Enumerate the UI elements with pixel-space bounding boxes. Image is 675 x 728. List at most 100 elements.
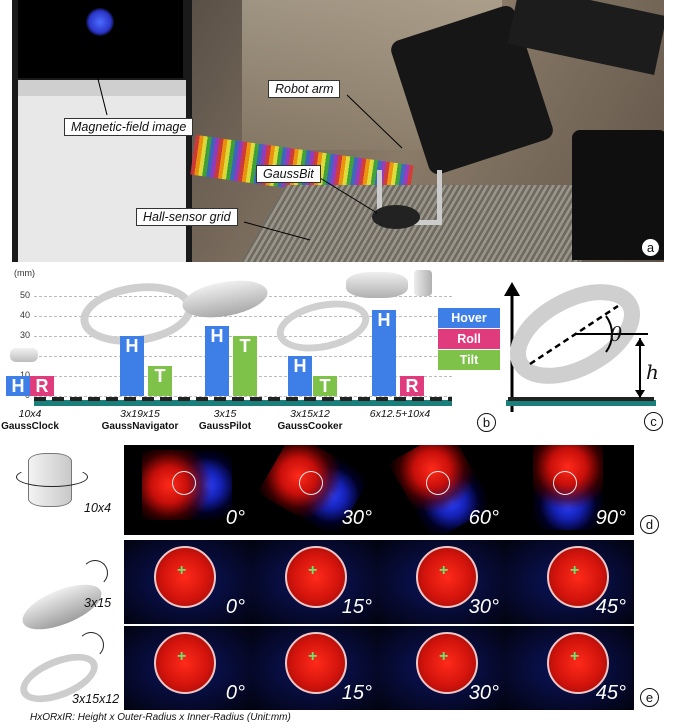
- device-name: GaussClock: [1, 421, 59, 432]
- field-blob: [154, 546, 216, 608]
- center-marker: [299, 471, 323, 495]
- field-image-strip: 0° 30° 60° 90°: [124, 445, 634, 535]
- field-blob: [416, 632, 478, 694]
- shape-label-3x15: 3x15: [84, 596, 112, 610]
- centroid-marker: +: [439, 648, 449, 665]
- centroid-marker: +: [308, 648, 318, 665]
- y-tick-label: 40: [19, 310, 30, 320]
- y-tick-label: 30: [19, 330, 30, 340]
- bar-roll: R: [30, 376, 54, 396]
- gridline: [34, 316, 452, 317]
- center-marker: [553, 471, 577, 495]
- panel-d: 10x4 0° 30° 60° 90° d: [0, 445, 675, 535]
- angle-label: 45°: [595, 682, 626, 704]
- legend-hover: Hover: [438, 308, 500, 328]
- angle-label: 15°: [341, 596, 372, 618]
- angle-label: 0°: [225, 596, 245, 618]
- field-blob: [285, 632, 347, 694]
- height-label: h: [646, 360, 659, 384]
- footnote: HxORxIR: Height x Outer-Radius x Inner-R…: [30, 712, 291, 723]
- center-marker: [172, 471, 196, 495]
- angle-label: 45°: [595, 596, 626, 618]
- sensor-board-chips: [34, 397, 452, 401]
- tilt-arrow-icon: [82, 560, 108, 586]
- panel-label-c: c: [644, 412, 663, 431]
- bar-hover: H: [205, 326, 229, 396]
- panel-label-b: b: [477, 413, 496, 432]
- device-dimensions: 10x4: [18, 408, 42, 420]
- centroid-marker: +: [570, 648, 580, 665]
- panel-label-a: a: [641, 238, 660, 257]
- angle-label: 30°: [341, 507, 372, 529]
- angle-label: 90°: [595, 507, 626, 529]
- gridline: [34, 396, 452, 397]
- combo-cylinder: [414, 270, 432, 296]
- angle-label: 30°: [468, 682, 499, 704]
- centroid-marker: +: [177, 648, 187, 665]
- tilt-diagram: [504, 282, 656, 412]
- device-dimensions: 6x12.5+10x4: [369, 408, 431, 420]
- shape-label-10x4: 10x4: [84, 501, 112, 515]
- field-blob: [547, 632, 609, 694]
- field-blob: [547, 546, 609, 608]
- bar-hover: H: [372, 310, 396, 396]
- rotate-arrow-icon: [16, 467, 88, 487]
- device-name: GaussNavigator: [101, 421, 179, 432]
- bar-tilt: T: [148, 366, 172, 396]
- tilt-arrow-icon-2: [78, 632, 104, 658]
- dipole-field-frame: 60°: [378, 445, 505, 535]
- field-frame: +30°: [378, 626, 505, 710]
- gausscooker-ring: [272, 292, 374, 360]
- legend-roll: Roll: [438, 329, 500, 349]
- callout-robot-arm: Robot arm: [268, 80, 341, 98]
- dipole-field-frame: 0°: [124, 445, 251, 535]
- combo-disk: [346, 272, 408, 298]
- gaussclock-cylinder: [10, 348, 38, 362]
- gaussbit-object: [372, 205, 420, 229]
- field-image-strip-row: +0° +15° +30° +45°: [124, 540, 634, 624]
- callout-lines: [96, 74, 403, 241]
- panel-e: 3x15 3x15x12 +0° +15° +30° +45° +0° +15° +30° +…: [0, 540, 675, 712]
- y-tick-label: 10: [19, 370, 30, 380]
- callout-hall-sensor-grid: Hall-sensor grid: [136, 208, 238, 226]
- center-marker: [426, 471, 450, 495]
- bar-hover: H: [120, 336, 144, 396]
- panel-label-d: d: [640, 515, 659, 534]
- centroid-marker: +: [570, 562, 580, 579]
- field-frame: +0°: [124, 540, 251, 624]
- panel-c: θ h c: [500, 282, 670, 442]
- blue-field-blob: [86, 8, 114, 36]
- bar-hover: H: [288, 356, 312, 396]
- bar-roll: R: [400, 376, 424, 396]
- unit-label: (mm): [14, 268, 35, 278]
- callout-magnetic-field-image: Magnetic-field image: [64, 118, 194, 136]
- dipole-field-frame: 30°: [251, 445, 378, 535]
- field-blob: [154, 632, 216, 694]
- serial-monitor-window: [18, 80, 186, 262]
- shape-label-3x15x12: 3x15x12: [72, 692, 120, 706]
- angle-label: 15°: [341, 682, 372, 704]
- bar-hover: H: [6, 376, 30, 396]
- device-dimensions: 3x15x12: [290, 408, 330, 420]
- angle-label: 60°: [468, 507, 499, 529]
- device-dimensions: 3x19x15: [120, 408, 160, 420]
- bar-tilt: T: [233, 336, 257, 396]
- angle-label: 0°: [225, 682, 245, 704]
- legend-tilt: Tilt: [438, 350, 500, 370]
- device-name: GaussCooker: [277, 421, 343, 432]
- field-blob: [285, 546, 347, 608]
- angle-label: 0°: [225, 507, 245, 529]
- field-frame: +15°: [251, 540, 378, 624]
- field-blob: [416, 546, 478, 608]
- theta-label: θ: [610, 322, 623, 346]
- photo-panel-a: Magnetic-field image Robot arm GaussBit …: [12, 0, 664, 262]
- field-frame: +0°: [124, 626, 251, 710]
- centroid-marker: +: [177, 562, 187, 579]
- field-frame: +15°: [251, 626, 378, 710]
- serial-monitor-toolbar: [18, 80, 186, 96]
- field-frame: +45°: [505, 540, 632, 624]
- device-name: GaussPilot: [198, 421, 252, 432]
- device-dimensions: 3x15: [213, 408, 237, 420]
- centroid-marker: +: [308, 562, 318, 579]
